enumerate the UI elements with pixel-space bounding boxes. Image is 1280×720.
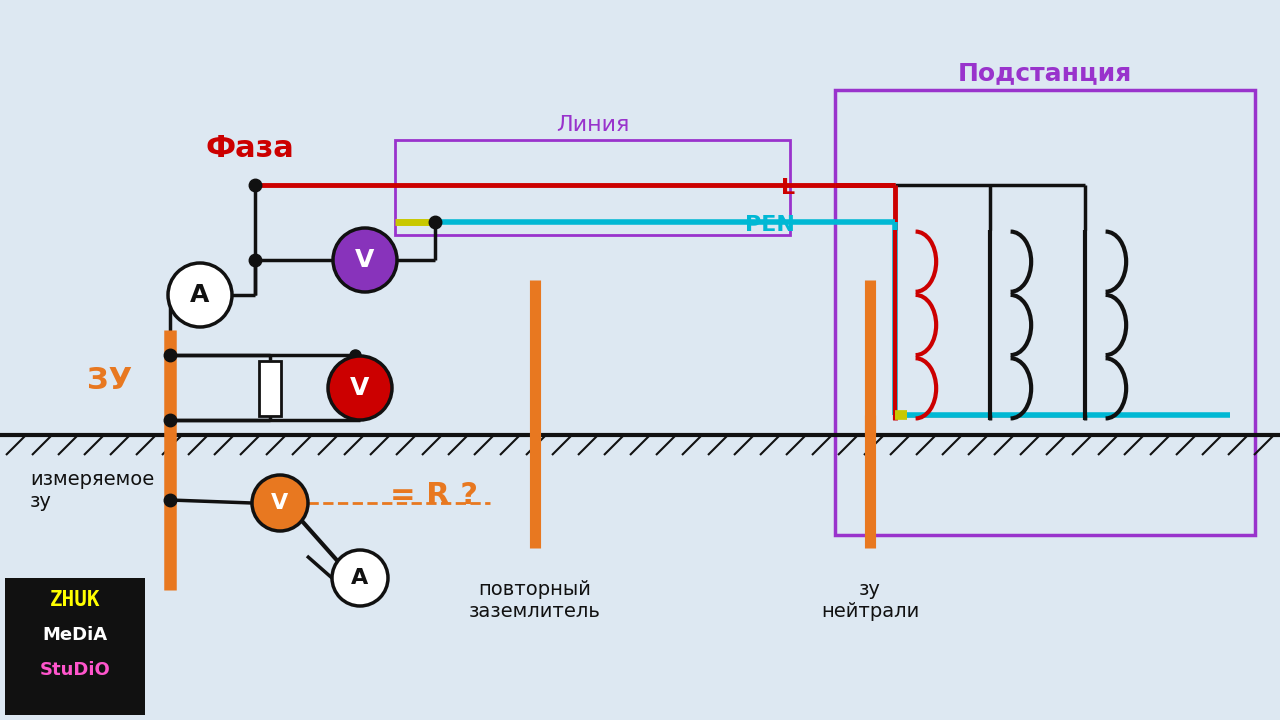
Text: PEN: PEN [745,215,795,235]
Bar [396,140,790,235]
Text: ZHUK: ZHUK [50,590,100,610]
Text: A: A [191,283,210,307]
Text: V: V [356,248,375,272]
Text: ЗУ: ЗУ [87,366,133,395]
Circle shape [328,356,392,420]
Circle shape [252,475,308,531]
Text: MeDiA: MeDiA [42,626,108,644]
Text: зу
нейтрали: зу нейтрали [820,580,919,621]
Text: V: V [271,493,288,513]
Text: = R ?: = R ? [390,480,477,510]
Text: StuDiO: StuDiO [40,661,110,679]
Text: L: L [781,178,795,198]
Text: V: V [351,376,370,400]
Text: A: A [352,568,369,588]
Bar [835,90,1254,535]
Circle shape [333,228,397,292]
Circle shape [332,550,388,606]
Bar [259,361,282,415]
Text: повторный
заземлитель: повторный заземлитель [468,580,600,621]
Text: Линия: Линия [556,115,630,135]
Text: Фаза: Фаза [206,134,294,163]
Text: измеряемое
зу: измеряемое зу [29,469,155,510]
Circle shape [168,263,232,327]
Text: Подстанция: Подстанция [957,61,1133,85]
Bar [5,578,145,715]
